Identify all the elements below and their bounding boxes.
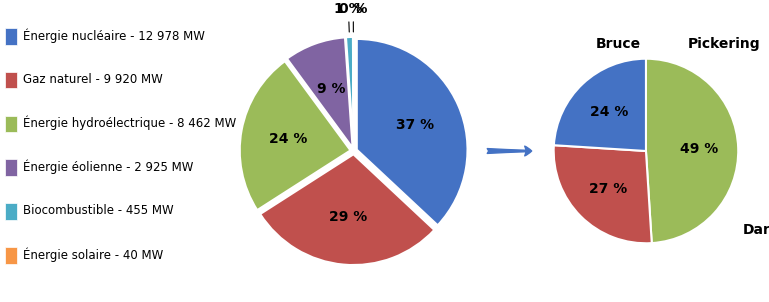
Text: Énergie solaire - 40 MW: Énergie solaire - 40 MW xyxy=(23,247,163,262)
Bar xyxy=(5,203,17,220)
Text: Biocombustible - 455 MW: Biocombustible - 455 MW xyxy=(23,204,174,217)
Wedge shape xyxy=(346,37,354,148)
Text: Pickering: Pickering xyxy=(688,37,761,51)
Text: Darlington: Darlington xyxy=(743,223,769,237)
Text: 27 %: 27 % xyxy=(589,182,628,196)
Wedge shape xyxy=(260,154,434,265)
Text: Énergie éolienne - 2 925 MW: Énergie éolienne - 2 925 MW xyxy=(23,160,194,174)
Wedge shape xyxy=(240,61,351,210)
Text: 37 %: 37 % xyxy=(395,117,434,132)
Bar xyxy=(5,116,17,132)
Text: 49 %: 49 % xyxy=(681,142,718,156)
Text: 29 %: 29 % xyxy=(328,210,367,224)
Wedge shape xyxy=(357,39,468,225)
Text: Énergie nucléaire - 12 978 MW: Énergie nucléaire - 12 978 MW xyxy=(23,28,205,43)
Text: 24 %: 24 % xyxy=(590,105,628,119)
Text: Bruce: Bruce xyxy=(596,37,641,51)
Text: 0 %: 0 % xyxy=(339,2,368,32)
Wedge shape xyxy=(287,37,353,148)
Bar xyxy=(5,159,17,176)
Wedge shape xyxy=(554,59,646,151)
Bar xyxy=(5,247,17,264)
Text: Énergie hydroélectrique - 8 462 MW: Énergie hydroélectrique - 8 462 MW xyxy=(23,116,236,130)
Bar xyxy=(5,72,17,88)
Wedge shape xyxy=(646,59,738,243)
Text: 24 %: 24 % xyxy=(269,132,308,146)
Text: 9 %: 9 % xyxy=(317,82,345,96)
Text: Gaz naturel - 9 920 MW: Gaz naturel - 9 920 MW xyxy=(23,73,163,86)
Wedge shape xyxy=(554,145,652,243)
Bar xyxy=(5,28,17,45)
Text: 1 %: 1 % xyxy=(334,2,363,32)
